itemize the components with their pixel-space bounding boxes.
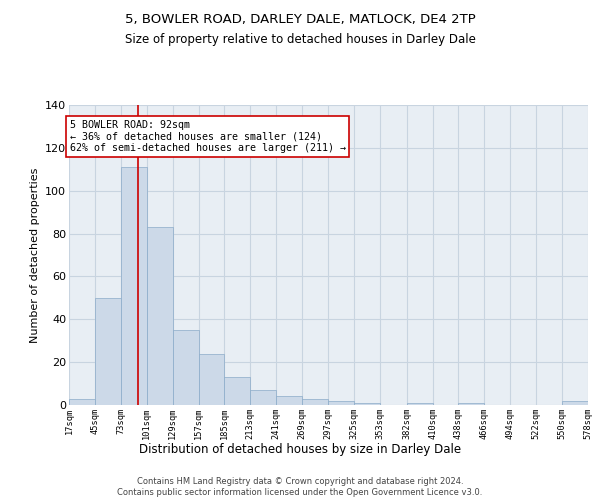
- Bar: [173, 330, 199, 405]
- Bar: [354, 403, 380, 405]
- Text: Size of property relative to detached houses in Darley Dale: Size of property relative to detached ho…: [125, 32, 475, 46]
- Bar: [199, 354, 224, 405]
- Bar: [302, 398, 328, 405]
- Bar: [95, 298, 121, 405]
- Bar: [458, 403, 484, 405]
- Bar: [147, 227, 173, 405]
- Text: 5, BOWLER ROAD, DARLEY DALE, MATLOCK, DE4 2TP: 5, BOWLER ROAD, DARLEY DALE, MATLOCK, DE…: [125, 12, 475, 26]
- Bar: [276, 396, 302, 405]
- Bar: [562, 400, 588, 405]
- Bar: [69, 398, 95, 405]
- Text: 5 BOWLER ROAD: 92sqm
← 36% of detached houses are smaller (124)
62% of semi-deta: 5 BOWLER ROAD: 92sqm ← 36% of detached h…: [70, 120, 346, 153]
- Bar: [407, 403, 433, 405]
- Text: Distribution of detached houses by size in Darley Dale: Distribution of detached houses by size …: [139, 442, 461, 456]
- Bar: [121, 167, 147, 405]
- Bar: [224, 377, 250, 405]
- Bar: [328, 400, 354, 405]
- Y-axis label: Number of detached properties: Number of detached properties: [29, 168, 40, 342]
- Text: Contains HM Land Registry data © Crown copyright and database right 2024.
Contai: Contains HM Land Registry data © Crown c…: [118, 478, 482, 497]
- Bar: [250, 390, 276, 405]
